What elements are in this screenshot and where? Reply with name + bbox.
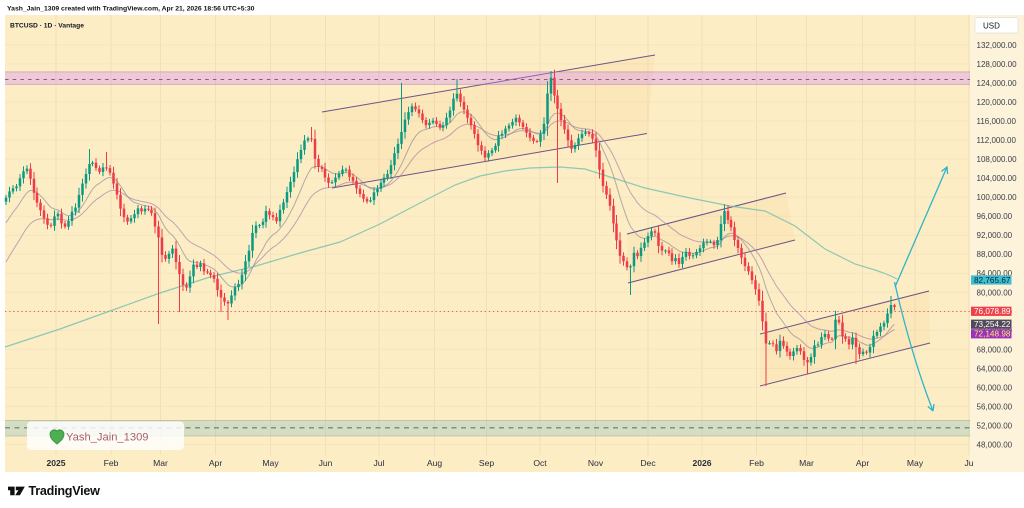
svg-text:82,765.67: 82,765.67 [974, 276, 1011, 285]
svg-text:132,000.00: 132,000.00 [977, 41, 1018, 50]
svg-text:72,148.98: 72,148.98 [974, 330, 1011, 339]
svg-text:Nov: Nov [588, 458, 604, 468]
svg-text:68,000.00: 68,000.00 [977, 345, 1013, 354]
svg-text:112,000.00: 112,000.00 [977, 136, 1017, 145]
svg-text:120,000.00: 120,000.00 [977, 98, 1018, 107]
svg-text:Oct: Oct [533, 458, 547, 468]
svg-text:128,000.00: 128,000.00 [977, 60, 1018, 69]
svg-text:88,000.00: 88,000.00 [977, 250, 1013, 259]
svg-text:Dec: Dec [640, 458, 656, 468]
svg-text:92,000.00: 92,000.00 [977, 231, 1013, 240]
svg-text:USD: USD [983, 21, 1000, 30]
svg-text:60,000.00: 60,000.00 [977, 383, 1013, 392]
svg-text:52,000.00: 52,000.00 [977, 422, 1013, 431]
svg-text:Yash_Jain_1309 created with Tr: Yash_Jain_1309 created with TradingView.… [7, 6, 255, 13]
svg-text:Aug: Aug [427, 458, 443, 468]
svg-text:80,000.00: 80,000.00 [977, 288, 1013, 297]
svg-text:BTCUSD · 1D · Vantage: BTCUSD · 1D · Vantage [10, 22, 84, 29]
svg-text:84,000.00: 84,000.00 [977, 269, 1013, 278]
svg-text:116,000.00: 116,000.00 [977, 117, 1017, 126]
svg-text:Apr: Apr [209, 458, 223, 468]
svg-text:2025: 2025 [46, 458, 65, 468]
svg-text:Yash_Jain_1309: Yash_Jain_1309 [66, 432, 149, 444]
svg-text:73,254.22: 73,254.22 [974, 320, 1011, 329]
svg-text:Feb: Feb [104, 458, 119, 468]
svg-text:64,000.00: 64,000.00 [977, 364, 1013, 373]
svg-text:Feb: Feb [749, 458, 764, 468]
svg-text:Mar: Mar [799, 458, 814, 468]
svg-text:Jun: Jun [319, 458, 333, 468]
svg-text:TradingView: TradingView [29, 484, 101, 498]
svg-text:56,000.00: 56,000.00 [977, 402, 1013, 411]
svg-text:Apr: Apr [856, 458, 870, 468]
svg-text:Mar: Mar [153, 458, 168, 468]
svg-text:Ju: Ju [964, 458, 973, 468]
svg-text:108,000.00: 108,000.00 [977, 155, 1018, 164]
svg-text:May: May [907, 458, 924, 468]
svg-text:Jul: Jul [374, 458, 385, 468]
svg-text:76,078.89: 76,078.89 [974, 307, 1011, 316]
svg-text:May: May [262, 458, 279, 468]
svg-text:124,000.00: 124,000.00 [977, 79, 1018, 88]
svg-text:104,000.00: 104,000.00 [977, 174, 1018, 183]
svg-text:48,000.00: 48,000.00 [977, 441, 1013, 450]
svg-text:Sep: Sep [479, 458, 495, 468]
svg-text:100,000.00: 100,000.00 [977, 193, 1018, 202]
svg-text:96,000.00: 96,000.00 [977, 212, 1013, 221]
svg-text:2026: 2026 [692, 458, 711, 468]
